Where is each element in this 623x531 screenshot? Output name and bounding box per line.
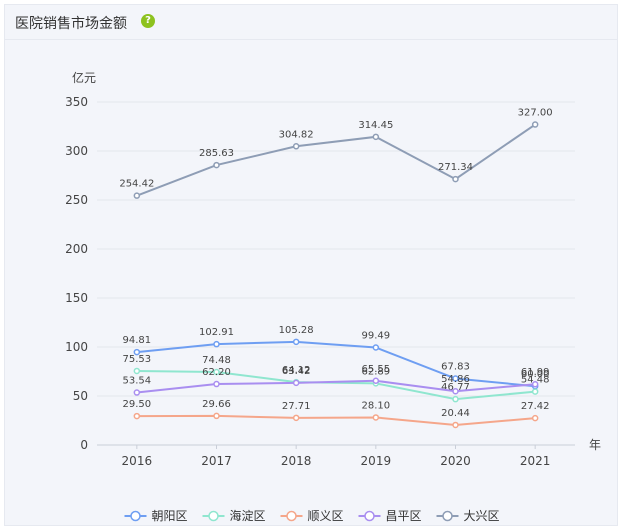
data-point[interactable] — [213, 340, 220, 348]
legend-marker-icon[interactable] — [286, 510, 297, 522]
panel-header: 医院销售市场金额 ? — [5, 5, 617, 40]
data-label: 99.49 — [362, 330, 391, 341]
data-point[interactable] — [133, 192, 141, 199]
data-point[interactable] — [292, 143, 300, 150]
data-label: 46.77 — [441, 382, 470, 393]
y-tick-label: 0 — [80, 438, 88, 452]
data-label: 285.63 — [199, 148, 234, 159]
data-label: 53.54 — [123, 376, 152, 387]
x-tick-label: 2020 — [440, 454, 471, 468]
x-tick-label: 2021 — [520, 454, 551, 468]
y-tick-label: 300 — [65, 144, 88, 158]
data-point[interactable] — [372, 133, 380, 141]
data-point[interactable] — [292, 379, 300, 387]
data-label: 54.86 — [441, 374, 470, 385]
data-point[interactable] — [372, 414, 380, 421]
legend-item-label[interactable]: 昌平区 — [386, 509, 422, 523]
data-point[interactable] — [531, 414, 539, 422]
data-point[interactable] — [372, 377, 380, 385]
data-label: 54.48 — [521, 375, 550, 386]
y-tick-label: 350 — [65, 95, 88, 109]
data-label: 105.28 — [279, 325, 314, 336]
legend-marker-icon[interactable] — [442, 510, 453, 522]
data-label: 29.66 — [202, 399, 231, 410]
data-point[interactable] — [292, 414, 300, 422]
data-label: 28.10 — [362, 400, 391, 411]
data-label: 61.99 — [521, 367, 550, 378]
legend-marker-icon[interactable] — [130, 510, 141, 522]
data-point[interactable] — [531, 121, 539, 128]
data-label: 20.44 — [441, 408, 470, 419]
panel-title: 医院销售市场金额 — [15, 16, 127, 32]
x-tick-label: 2019 — [361, 454, 392, 468]
data-label: 254.42 — [119, 179, 154, 190]
series-line — [136, 379, 536, 394]
data-point[interactable] — [531, 380, 539, 388]
x-tick-label: 2016 — [122, 454, 153, 468]
legend-item-label[interactable]: 大兴区 — [464, 509, 500, 523]
y-tick-label: 200 — [65, 242, 88, 256]
help-icon[interactable]: ? — [141, 14, 155, 28]
data-label: 64.12 — [282, 365, 311, 376]
data-label: 327.00 — [518, 108, 553, 119]
x-tick-label: 2018 — [281, 454, 312, 468]
data-label: 271.34 — [438, 162, 473, 173]
series-line — [136, 414, 536, 426]
data-label: 62.20 — [202, 367, 231, 378]
data-label: 94.81 — [123, 335, 152, 346]
data-point[interactable] — [452, 387, 459, 395]
series-line — [136, 340, 536, 388]
legend-item-label[interactable]: 顺义区 — [308, 509, 344, 523]
data-label: 74.48 — [202, 355, 231, 366]
y-axis-title: 亿元 — [72, 70, 96, 85]
data-label: 67.83 — [441, 362, 470, 373]
data-point[interactable] — [452, 375, 459, 382]
data-point[interactable] — [133, 348, 141, 356]
data-label: 304.82 — [279, 129, 314, 140]
y-tick-label: 250 — [65, 193, 88, 207]
legend-marker-icon[interactable] — [364, 510, 375, 522]
data-point[interactable] — [213, 380, 220, 388]
y-tick-label: 150 — [65, 291, 88, 305]
data-label: 314.45 — [358, 120, 393, 131]
data-point[interactable] — [133, 412, 141, 420]
data-label: 29.50 — [123, 399, 152, 410]
y-tick-label: 100 — [65, 340, 88, 354]
data-label: 60.00 — [521, 369, 550, 380]
data-point[interactable] — [531, 388, 539, 395]
data-point[interactable] — [452, 421, 459, 429]
data-label: 65.55 — [362, 364, 391, 375]
legend-item-label[interactable]: 海淀区 — [230, 508, 266, 523]
data-label: 62.89 — [362, 366, 391, 377]
data-label: 27.42 — [521, 401, 550, 412]
data-point[interactable] — [292, 338, 300, 346]
y-tick-label: 50 — [73, 389, 88, 403]
data-point[interactable] — [213, 368, 220, 376]
data-point[interactable] — [452, 395, 459, 403]
chart-panel: 医院销售市场金额 ? — [4, 4, 618, 526]
data-point[interactable] — [372, 344, 380, 351]
data-point[interactable] — [213, 412, 220, 420]
series-line — [136, 369, 536, 401]
data-label: 75.53 — [123, 354, 152, 365]
data-point[interactable] — [133, 389, 141, 396]
data-label: 102.91 — [199, 327, 234, 338]
data-point[interactable] — [213, 161, 220, 169]
x-axis-title: 年 — [589, 438, 601, 452]
data-point[interactable] — [452, 175, 459, 183]
data-label: 27.71 — [282, 401, 311, 412]
data-point[interactable] — [133, 367, 141, 375]
legend-marker-icon[interactable] — [208, 510, 219, 522]
x-tick-label: 2017 — [201, 454, 232, 468]
series-line — [136, 123, 536, 197]
legend-item-label[interactable]: 朝阳区 — [152, 509, 188, 523]
data-label: 63.42 — [282, 366, 311, 377]
